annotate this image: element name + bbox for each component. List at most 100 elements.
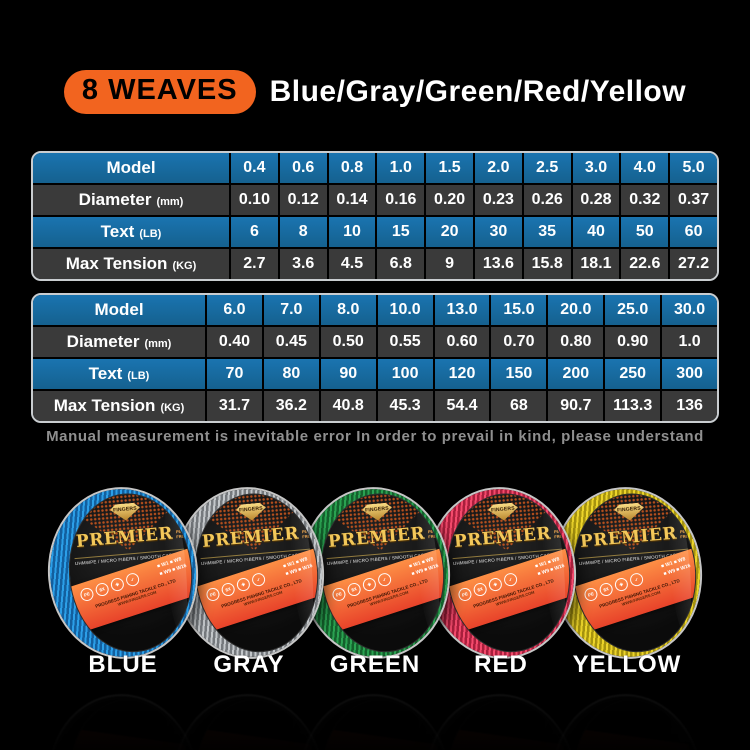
row-label-text: Text (100, 222, 135, 241)
cell-value: 13.0 (432, 295, 490, 325)
cell-value: 7.0 (261, 295, 319, 325)
cell-value: 2.7 (229, 249, 278, 279)
cell-value: 120 (432, 359, 490, 389)
disclaimer-note: Manual measurement is inevitable error I… (46, 428, 704, 445)
check-icon: ✓ (628, 571, 645, 588)
cell-value: 36.2 (261, 391, 319, 421)
cell-value: 15 (375, 217, 424, 247)
pe-icon: PE (582, 586, 600, 603)
cell-value: 250 (603, 359, 660, 389)
cell-value: 0.60 (432, 327, 490, 357)
cell-value: 0.20 (424, 185, 473, 215)
check-icon: ✓ (502, 571, 519, 588)
cell-value: 0.16 (375, 185, 424, 215)
cell-value: 0.90 (603, 327, 660, 357)
cell-value: 0.26 (521, 185, 571, 215)
braid-8-icon: 8X (345, 581, 363, 598)
table-row: Diameter (mm) 0.40 0.45 0.50 0.55 0.60 0.70 0.80… (33, 325, 717, 357)
cell-value: 8 (277, 217, 327, 247)
cell-value: 4.0 (619, 153, 668, 183)
table-row: Text (LB) 6 8 10 15 20 30 35 40 50 60 (33, 215, 717, 247)
cell-value: 5.0 (668, 153, 717, 183)
table-row: Max Tension (KG) 2.7 3.6 4.5 6.8 9 13.6 15.8 18.1… (33, 247, 717, 279)
check-icon: ✓ (124, 571, 141, 588)
row-unit-text: (LB) (139, 228, 162, 240)
row-label-text: Model (106, 158, 156, 177)
cell-value: 4.5 (326, 249, 376, 279)
cell-value: 300 (660, 359, 717, 389)
brand-name: FINGERS (364, 505, 390, 514)
cell-value: 27.2 (668, 249, 717, 279)
table-row: Text (LB) 70 80 90 100 120 150 200 250 300 (33, 357, 717, 389)
table-row: Model 6.0 7.0 8.0 10.0 13.0 15.0 20.0 25.0 30.0 (33, 295, 717, 325)
cell-value: 10 (326, 217, 376, 247)
cell-value: 0.80 (546, 327, 603, 357)
row-label: Max Tension (KG) (33, 249, 229, 279)
cell-value: 100 (375, 359, 433, 389)
braid-8-icon: 8X (597, 581, 615, 598)
brand-name: FINGERS (490, 505, 516, 514)
cell-value: 150 (489, 359, 546, 389)
cell-value: 25.0 (603, 295, 660, 325)
cell-value: 136 (660, 391, 717, 421)
cast-icon: ✚ (487, 576, 504, 593)
premier-title: PREMIER (327, 523, 426, 552)
cell-value: 31.7 (205, 391, 262, 421)
row-label: Model (33, 295, 205, 325)
row-unit-text: (LB) (127, 370, 150, 382)
cell-value: 0.10 (229, 185, 278, 215)
cell-value: 20 (424, 217, 473, 247)
row-label-text: Diameter (66, 332, 140, 351)
cell-value: 2.0 (472, 153, 522, 183)
cell-value: 0.23 (472, 185, 522, 215)
row-unit-text: (KG) (172, 260, 197, 272)
premier-title: PREMIER (579, 523, 678, 552)
weaves-badge: 8 WEAVES (63, 70, 256, 114)
cell-value: 35 (521, 217, 571, 247)
brand-name: FINGERS (238, 505, 264, 514)
cell-value: 54.4 (432, 391, 490, 421)
cell-value: 9 (424, 249, 473, 279)
braid-8-icon: 8X (93, 581, 111, 598)
premier-title: PREMIER (453, 523, 552, 552)
cell-value: 0.28 (570, 185, 620, 215)
color-list-text: Blue/Gray/Green/Red/Yellow (269, 75, 687, 108)
spool-color-name: RED (474, 651, 528, 678)
table-row: Diameter (mm) 0.10 0.12 0.14 0.16 0.20 0.23 0.26… (33, 183, 717, 215)
brand-name: FINGERS (616, 505, 642, 514)
spec-table-small-sizes: Model 0.4 0.6 0.8 1.0 1.5 2.0 2.5 3.0 4.0 5.0 Diame… (31, 151, 719, 281)
row-label-text: Diameter (78, 190, 152, 209)
pe-icon: PE (330, 586, 348, 603)
cell-value: 0.32 (619, 185, 668, 215)
row-unit-text: (mm) (156, 196, 184, 208)
row-unit-text: (KG) (160, 402, 185, 414)
pe-icon: PE (456, 586, 474, 603)
braid-8-icon: 8X (471, 581, 489, 598)
cell-value: 200 (546, 359, 603, 389)
cell-value: 0.50 (318, 327, 376, 357)
row-label: Model (33, 153, 229, 183)
cell-value: 60 (668, 217, 717, 247)
row-label-text: Max Tension (53, 396, 156, 415)
row-unit-text: (mm) (144, 338, 172, 350)
cell-value: 22.6 (619, 249, 668, 279)
row-label: Text (LB) (33, 217, 229, 247)
cell-value: 6.8 (375, 249, 424, 279)
cell-value: 90.7 (546, 391, 603, 421)
cell-value: 30.0 (660, 295, 717, 325)
pe-icon: PE (78, 586, 96, 603)
row-label: Text (LB) (33, 359, 205, 389)
cell-value: 0.55 (375, 327, 433, 357)
cell-value: 15.0 (489, 295, 546, 325)
cell-value: 3.6 (277, 249, 327, 279)
cell-value: 80 (261, 359, 319, 389)
cell-value: 6.0 (205, 295, 262, 325)
cell-value: 1.0 (375, 153, 424, 183)
cell-value: 13.6 (472, 249, 522, 279)
